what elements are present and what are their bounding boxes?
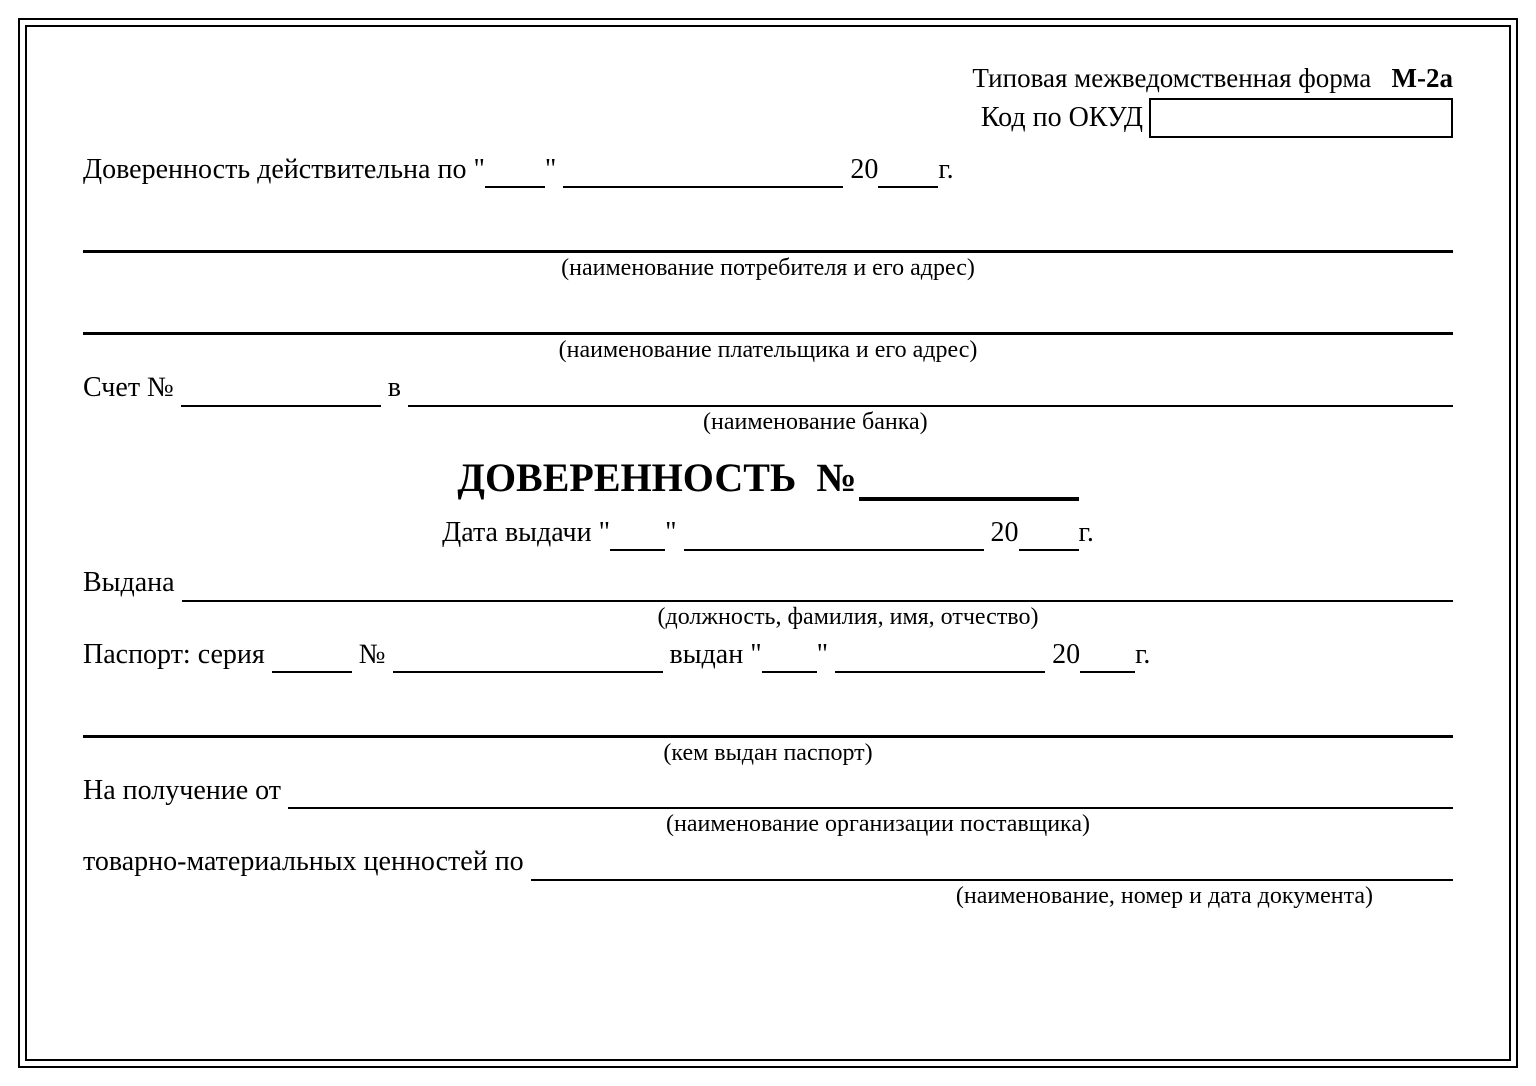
form-type-prefix: Типовая межведомственная форма: [972, 63, 1371, 93]
validity-year-suffix: г.: [938, 152, 953, 188]
receipt-from-row: На получение от: [83, 773, 1453, 809]
doc-ref-caption: (наименование, номер и дата документа): [83, 883, 1453, 910]
okud-label: Код по ОКУД: [981, 102, 1143, 134]
passport-row: Паспорт: серия № выдан " " 20 г.: [83, 637, 1453, 673]
okud-box[interactable]: [1149, 98, 1453, 138]
passport-year-suffix: г.: [1135, 637, 1150, 673]
supplier-blank[interactable]: [288, 781, 1453, 809]
validity-day-blank[interactable]: [485, 158, 545, 188]
validity-row: Доверенность действительна по " " 20 г.: [83, 152, 1453, 188]
title-num-sign: №: [816, 454, 856, 501]
passport-year-blank[interactable]: [1080, 643, 1135, 673]
receipt-prefix: На получение от: [83, 773, 281, 809]
passport-series-blank[interactable]: [272, 643, 352, 673]
issued-to-prefix: Выдана: [83, 565, 175, 601]
issued-to-blank[interactable]: [182, 574, 1453, 602]
doc-number-blank[interactable]: [859, 457, 1079, 501]
okud-row: Код по ОКУД: [83, 98, 1453, 138]
form-type-line: Типовая межведомственная форма М-2а: [83, 63, 1453, 94]
account-label: Счет №: [83, 370, 174, 406]
issue-month-blank[interactable]: [684, 521, 984, 551]
issued-to-row: Выдана: [83, 565, 1453, 601]
validity-year-blank[interactable]: [878, 158, 938, 188]
form-code: М-2а: [1392, 63, 1453, 93]
account-row: Счет № в: [83, 370, 1453, 406]
inner-border: Типовая межведомственная форма М-2а Код …: [25, 25, 1511, 1061]
goods-prefix: товарно-материальных ценностей по: [83, 844, 524, 880]
issue-century: 20: [991, 515, 1019, 551]
passport-prefix: Паспорт: серия: [83, 637, 265, 673]
supplier-caption: (наименование организации поставщика): [83, 811, 1453, 838]
passport-number-blank[interactable]: [393, 643, 663, 673]
outer-border: Типовая межведомственная форма М-2а Код …: [18, 18, 1518, 1068]
passport-century: 20: [1052, 637, 1080, 673]
issue-year-blank[interactable]: [1019, 521, 1079, 551]
doc-ref-blank[interactable]: [531, 853, 1453, 881]
page: Типовая межведомственная форма М-2а Код …: [0, 0, 1536, 1086]
goods-row: товарно-материальных ценностей по: [83, 844, 1453, 880]
validity-month-blank[interactable]: [563, 158, 843, 188]
issue-day-blank[interactable]: [610, 521, 665, 551]
document-title: ДОВЕРЕННОСТЬ №: [83, 454, 1453, 501]
passport-day-blank[interactable]: [762, 643, 817, 673]
issue-prefix: Дата выдачи: [442, 515, 591, 551]
account-in: в: [388, 370, 401, 406]
title-text: ДОВЕРЕННОСТЬ: [457, 454, 796, 501]
bank-blank[interactable]: [408, 377, 1453, 407]
payer-caption: (наименование плательщика и его адрес): [83, 337, 1453, 364]
consumer-caption: (наименование потребителя и его адрес): [83, 255, 1453, 282]
account-number-blank[interactable]: [181, 377, 381, 407]
issue-year-suffix: г.: [1079, 515, 1094, 551]
position-caption: (должность, фамилия, имя, отчество): [83, 604, 1453, 631]
bank-caption: (наименование банка): [83, 409, 1453, 436]
validity-century: 20: [850, 152, 878, 188]
passport-issuer-blank[interactable]: [83, 701, 1453, 738]
consumer-blank[interactable]: [83, 216, 1453, 253]
validity-prefix: Доверенность действительна по: [83, 152, 466, 188]
issue-date-row: Дата выдачи " " 20 г.: [83, 515, 1453, 551]
payer-blank[interactable]: [83, 298, 1453, 335]
passport-issued: выдан: [670, 637, 744, 673]
passport-issuer-caption: (кем выдан паспорт): [83, 740, 1453, 767]
passport-num-sign: №: [359, 637, 386, 673]
passport-month-blank[interactable]: [835, 643, 1045, 673]
